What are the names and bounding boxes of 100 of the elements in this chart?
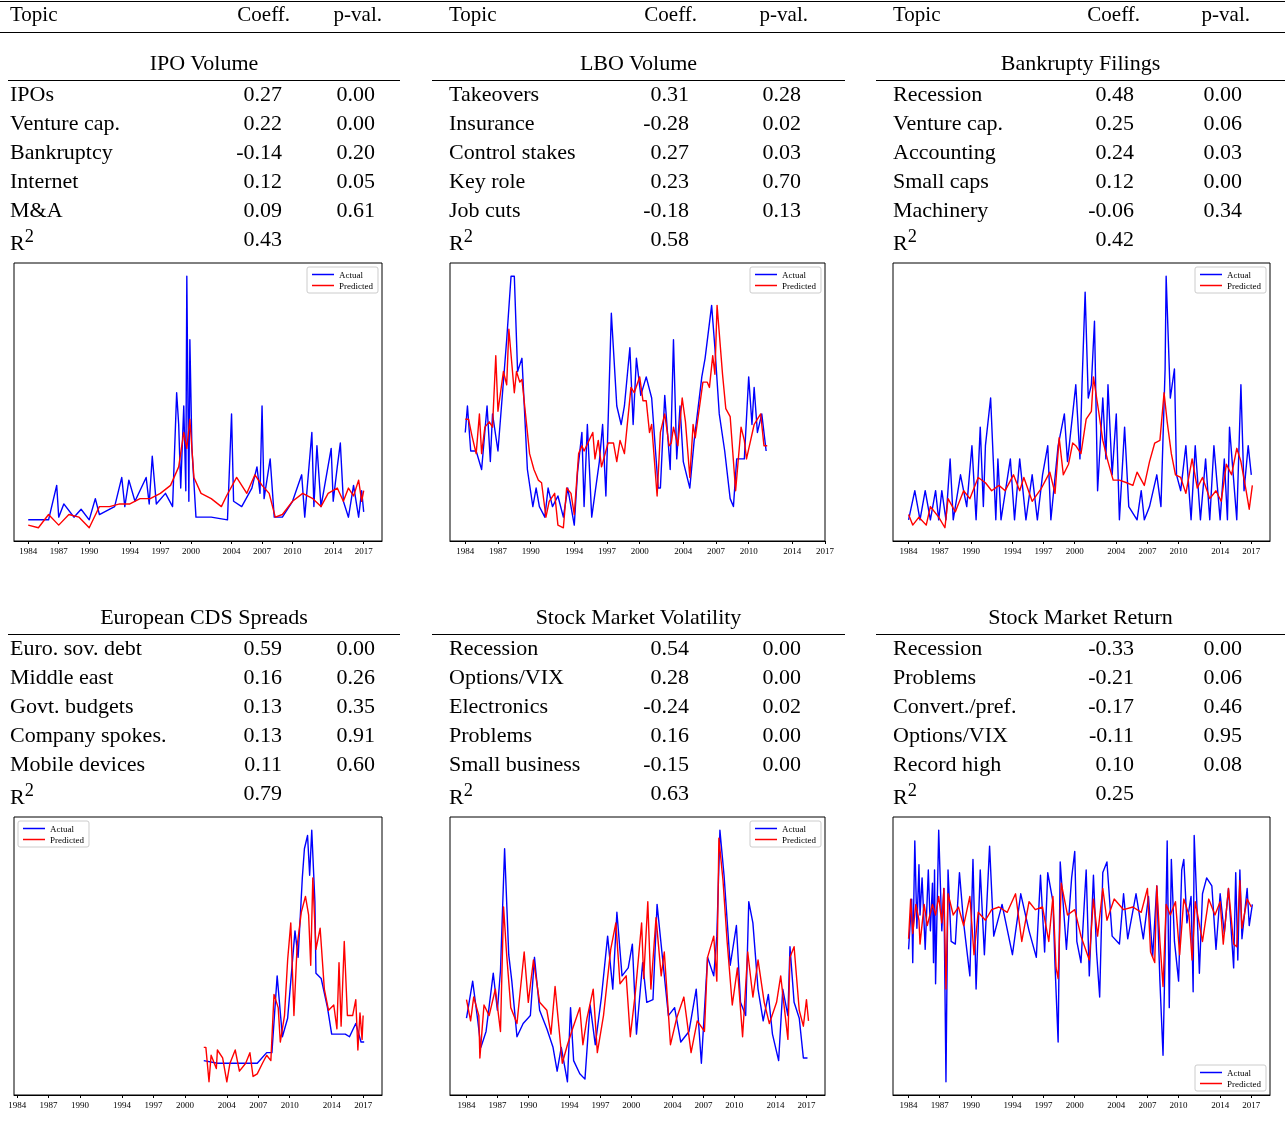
x-tick-label: 1987 [930, 545, 950, 556]
x-tick-label: 1987 [488, 1099, 507, 1110]
x-tick-label: 1984 [457, 1099, 476, 1110]
text: p-val. [1201, 2, 1250, 27]
legend-label: Actual [782, 269, 807, 280]
x-tick-label: 2007 [249, 1099, 268, 1110]
data-label: 0.00 [1203, 635, 1242, 661]
data-label: 0.12 [243, 168, 282, 194]
legend-label: Actual [339, 269, 364, 280]
legend-label: Predicted [1227, 1078, 1262, 1089]
x-tick-label: 1994 [565, 545, 584, 556]
data-label: 0.16 [243, 664, 282, 690]
data-label: 0.00 [336, 635, 375, 661]
category-label: M&A [10, 197, 63, 223]
legend-label: Predicted [50, 834, 85, 845]
category-label: R$^{2}$ [449, 780, 473, 811]
x-tick-label: 1990 [519, 1099, 538, 1110]
data-label: 0.91 [336, 722, 375, 748]
data-label: 0.11 [244, 751, 282, 777]
x-tick-label: 1997 [591, 1099, 610, 1110]
data-label: 0.10 [1095, 751, 1134, 777]
data-label: 0.05 [336, 168, 375, 194]
x-tick-label: 2014 [322, 1099, 342, 1110]
x-tick-label: 2004 [222, 545, 242, 556]
category-label: Recession [893, 81, 983, 107]
x-tick-label: 2017 [797, 1099, 816, 1110]
x-tick-label: 2017 [1242, 545, 1261, 556]
category-label: Insurance [449, 110, 535, 136]
category-label: Recession [893, 635, 983, 661]
legend-label: Actual [782, 823, 807, 834]
x-tick-label: 2010 [725, 1099, 744, 1110]
x-tick-label: 1987 [488, 545, 508, 556]
data-label: -0.11 [1088, 722, 1134, 748]
data-label: 0.12 [1095, 168, 1134, 194]
data-label: 0.00 [762, 751, 801, 777]
x-tick-label: 2007 [1138, 545, 1157, 556]
data-label: 0.95 [1203, 722, 1242, 748]
data-label: 0.00 [1203, 81, 1242, 107]
data-label: -0.06 [1088, 197, 1134, 223]
x-tick-label: 1994 [560, 1099, 580, 1110]
text: Topic [449, 2, 497, 27]
category-label: Euro. sov. debt [10, 635, 142, 661]
legend-label: Actual [1227, 1067, 1252, 1078]
data-label: 0.48 [1095, 81, 1134, 107]
category-label: Mobile devices [10, 751, 146, 777]
x-tick-label: 1994 [1003, 545, 1022, 556]
category-label: R$^{2}$ [893, 226, 917, 257]
x-tick-label: 2014 [324, 545, 343, 556]
data-label: 0.00 [1203, 168, 1242, 194]
text: Bankrupty Filings [876, 50, 1285, 81]
category-label: R$^{2}$ [10, 780, 34, 811]
data-label: 0.43 [243, 226, 282, 252]
category-label: Job cuts [449, 197, 521, 223]
x-tick-label: 2010 [739, 545, 759, 556]
x-tick-label: 1997 [1034, 1099, 1054, 1110]
category-label: Company spokes. [10, 722, 167, 748]
category-label: Key role [449, 168, 526, 194]
x-tick-label: 1984 [19, 545, 38, 556]
data-label: 0.79 [243, 780, 282, 806]
data-label: 0.27 [243, 81, 282, 107]
data-label: 0.00 [336, 81, 375, 107]
data-label: 0.24 [1095, 139, 1134, 165]
category-label: Small business [449, 751, 581, 777]
data-label: 0.03 [762, 139, 801, 165]
data-label: 0.09 [243, 197, 282, 223]
x-tick-label: 2017 [354, 545, 374, 556]
legend-label: Predicted [782, 280, 817, 291]
x-tick-label: 1990 [80, 545, 99, 556]
data-label: 0.13 [243, 693, 282, 719]
data-label: 0.54 [650, 635, 689, 661]
x-tick-label: 2017 [816, 545, 835, 556]
data-label: 0.28 [762, 81, 801, 107]
category-label: R$^{2}$ [893, 780, 917, 811]
legend-label: Predicted [1227, 280, 1262, 291]
category-label: Problems [893, 664, 977, 690]
x-tick-label: 2000 [1065, 1099, 1085, 1110]
category-label: R$^{2}$ [449, 226, 473, 257]
data-label: 0.63 [650, 780, 689, 806]
category-label: Venture cap. [893, 110, 1003, 136]
data-label: 0.22 [243, 110, 282, 136]
data-label: 0.00 [336, 110, 375, 136]
data-label: 0.59 [243, 635, 282, 661]
x-tick-label: 1997 [597, 545, 617, 556]
data-label: -0.21 [1088, 664, 1134, 690]
x-tick-label: 1997 [151, 545, 170, 556]
text: IPO Volume [8, 50, 400, 81]
data-label: 0.61 [336, 197, 375, 223]
x-tick-label: 1997 [1034, 545, 1054, 556]
data-label: 0.28 [650, 664, 689, 690]
data-label: -0.15 [643, 751, 689, 777]
category-label: Convert./pref. [893, 693, 1017, 719]
data-label: -0.24 [643, 693, 689, 719]
x-tick-label: 2000 [181, 545, 201, 556]
data-label: 0.02 [762, 110, 801, 136]
x-tick-label: 1994 [112, 1099, 132, 1110]
x-tick-label: 2004 [663, 1099, 683, 1110]
x-tick-label: 2004 [1107, 1099, 1126, 1110]
category-label: Control stakes [449, 139, 576, 165]
x-tick-label: 1984 [899, 1099, 919, 1110]
x-tick-label: 1987 [39, 1099, 59, 1110]
